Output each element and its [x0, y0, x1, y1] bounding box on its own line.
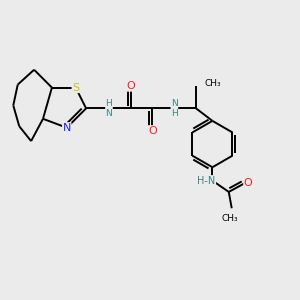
Text: H‑N: H‑N — [197, 176, 216, 186]
Text: N
H: N H — [171, 99, 178, 118]
Text: H
N: H N — [106, 99, 112, 118]
Text: CH₃: CH₃ — [222, 214, 238, 223]
Text: O: O — [244, 178, 253, 188]
Text: N: N — [63, 123, 71, 133]
Text: S: S — [72, 82, 79, 93]
Text: O: O — [126, 81, 135, 91]
Text: CH₃: CH₃ — [205, 79, 222, 88]
Text: O: O — [148, 126, 157, 136]
